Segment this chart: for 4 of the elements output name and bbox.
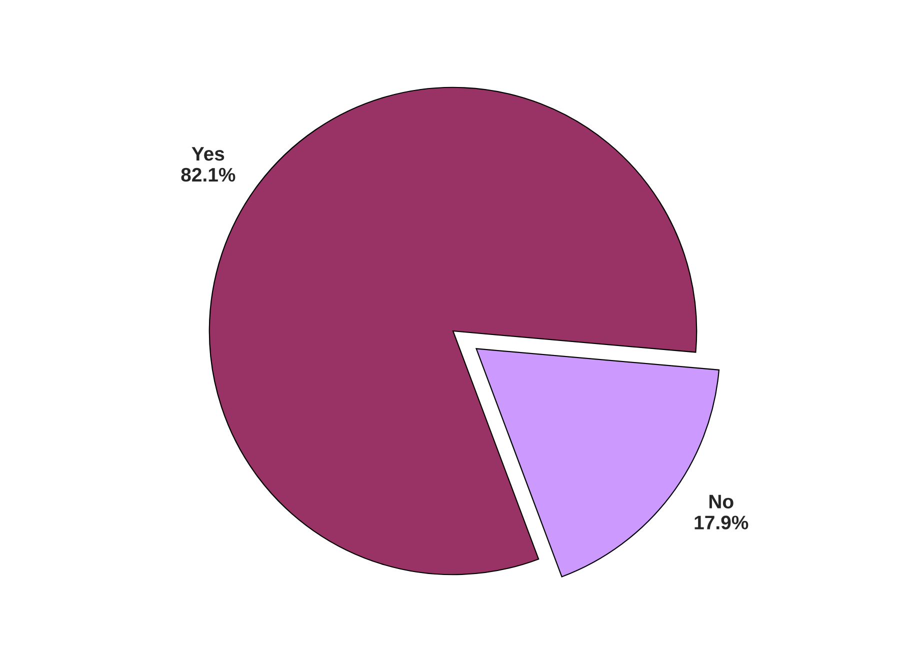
slice-label: Yes xyxy=(192,147,224,161)
slice-label: No xyxy=(709,494,734,508)
data-label: 82.1% xyxy=(181,168,236,182)
data-label: 17.9% xyxy=(694,516,748,530)
